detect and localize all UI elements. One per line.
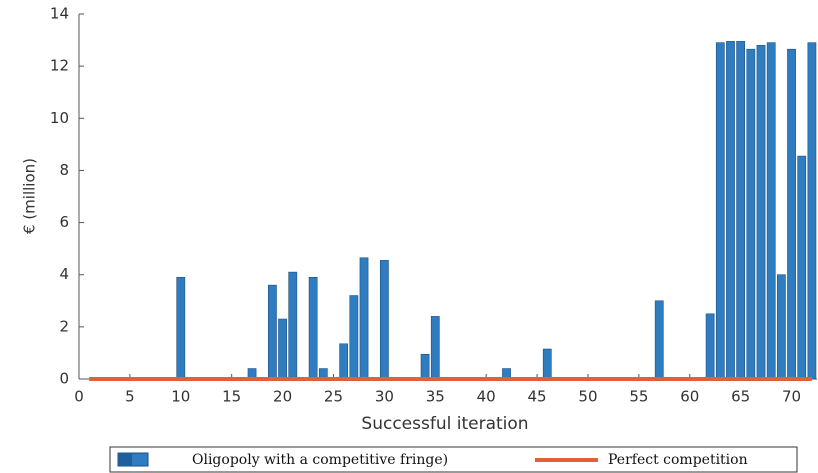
y-tick-label: 12	[50, 57, 69, 75]
y-tick-label: 2	[59, 317, 69, 335]
x-tick-label: 30	[375, 388, 394, 406]
legend-label: Perfect competition	[608, 452, 748, 468]
bar	[756, 44, 766, 380]
legend: Oligopoly with a competitive fringe) Perf…	[109, 446, 798, 473]
y-tick-label: 8	[59, 161, 69, 179]
legend-label: Oligopoly with a competitive fringe)	[192, 452, 448, 468]
x-tick-label: 40	[477, 388, 496, 406]
bar	[736, 41, 746, 380]
x-tick-label: 60	[680, 388, 699, 406]
bar	[349, 295, 359, 380]
x-tick-label: 5	[125, 388, 135, 406]
x-tick-label: 35	[426, 388, 445, 406]
bar	[380, 260, 389, 380]
x-axis-label: Successful iteration	[361, 414, 528, 434]
x-tick-label: 55	[629, 388, 648, 406]
bar	[268, 284, 277, 380]
x-tick-label: 65	[731, 388, 750, 406]
x-tick-label: 20	[273, 388, 292, 406]
x-tick-label: 70	[782, 388, 801, 406]
bar	[715, 42, 725, 380]
bar	[777, 274, 786, 380]
bar	[542, 348, 552, 380]
bar	[766, 42, 776, 380]
bar	[176, 277, 186, 380]
legend-box	[109, 446, 798, 473]
y-tick-label: 6	[59, 213, 69, 231]
bar	[726, 41, 735, 380]
x-tick-label: 50	[578, 388, 597, 406]
y-tick-label: 10	[50, 109, 69, 127]
x-tick-label: 45	[528, 388, 547, 406]
x-tick-label: 10	[171, 388, 190, 406]
y-tick-label: 4	[59, 265, 69, 283]
bar	[705, 313, 715, 380]
bar	[797, 155, 807, 380]
x-tick-label: 15	[222, 388, 241, 406]
y-tick-label: 0	[59, 370, 69, 388]
x-tick-label: 25	[324, 388, 343, 406]
bar	[308, 277, 318, 380]
bar	[288, 271, 298, 380]
bar	[807, 42, 817, 380]
legend-swatch-shade	[118, 453, 132, 466]
bar	[654, 300, 664, 380]
bar	[359, 257, 369, 380]
bar	[420, 353, 430, 380]
bar	[787, 48, 796, 380]
bar	[278, 318, 287, 380]
bar	[339, 343, 349, 380]
bar	[746, 48, 756, 380]
y-axis-label: € (million)	[21, 158, 39, 234]
x-tick-label: 0	[74, 388, 84, 406]
y-tick-label: 14	[50, 5, 69, 23]
bar	[430, 316, 440, 380]
